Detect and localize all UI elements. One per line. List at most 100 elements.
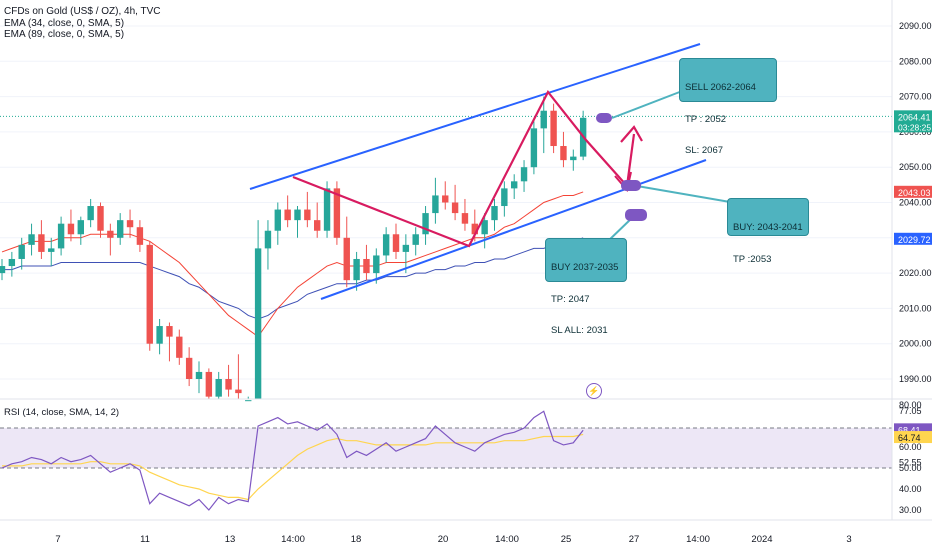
candle-body [18, 244, 25, 259]
sell-line-2: TP : 2052 [685, 113, 727, 125]
candle-body [491, 206, 498, 221]
candle-body [382, 234, 390, 256]
arrow-up-head [620, 125, 643, 143]
rsi-signal-label: 64.74 [898, 433, 921, 443]
buy1-pointer [636, 185, 731, 203]
ema-89-legend[interactable]: EMA (89, close, 0, SMA, 5) [4, 29, 125, 40]
candle-body [235, 389, 242, 394]
rsi-legend[interactable]: RSI (14, close, SMA, 14, 2) [4, 407, 120, 418]
price-label: 2029.72 [898, 235, 931, 245]
drawings [249, 43, 731, 300]
time-tick-label: 2024 [751, 534, 772, 545]
candle-body [274, 209, 281, 231]
rsi-tick-label: 77.05 [899, 406, 922, 416]
time-tick-label: 13 [225, 534, 236, 545]
candle-body [195, 371, 203, 379]
buy-callout-2[interactable]: BUY 2037-2035 TP: 2047 SL ALL: 2031 [545, 238, 627, 336]
candle-body [205, 371, 213, 397]
sell-pointer [611, 87, 691, 119]
pattern-path [292, 89, 628, 248]
buy1-marker [621, 180, 641, 191]
sell-callout[interactable]: SELL 2062-2064 TP : 2052 SL: 2067 [679, 58, 777, 156]
candle-body [481, 220, 488, 235]
candle-body [48, 248, 55, 252]
candle-body [176, 336, 183, 358]
time-tick-label: 14:00 [281, 534, 305, 545]
candle-body [550, 110, 557, 147]
price-tick-label: 2010.00 [899, 303, 932, 313]
time-tick-label: 25 [561, 534, 572, 545]
symbol-title[interactable]: CFDs on Gold (US$ / OZ), 4h, TVC [4, 6, 161, 17]
candle-body [185, 357, 193, 379]
ema-34-legend[interactable]: EMA (34, close, 0, SMA, 5) [4, 18, 125, 29]
time-tick-label: 14:00 [686, 534, 710, 545]
rsi-tick-label: 50.00 [899, 463, 922, 473]
time-tick-label: 3 [846, 534, 851, 545]
price-label: 2043.03 [898, 188, 931, 198]
price-tick-label: 2020.00 [899, 268, 932, 278]
rsi-tick-label: 30.00 [899, 505, 922, 515]
time-tick-label: 18 [351, 534, 362, 545]
time-tick-label: 20 [438, 534, 449, 545]
channel-bottom-line [320, 159, 707, 300]
arrow-up-stem [625, 133, 636, 187]
candle-body [225, 379, 232, 390]
ema-89-path [2, 237, 584, 320]
buy2-line-1: BUY 2037-2035 [551, 262, 619, 273]
candle-body [215, 379, 222, 397]
buy-callout-1[interactable]: BUY: 2043-2041 TP :2053 [727, 198, 809, 264]
candle-body [402, 244, 410, 252]
rsi-lines [1, 410, 584, 511]
candle-body [530, 128, 538, 168]
time-tick-label: 14:00 [495, 534, 519, 545]
candle-body [97, 206, 104, 231]
candle-body [107, 230, 114, 238]
ema-34-line [1, 191, 584, 338]
rsi-tick-label: 40.00 [899, 484, 922, 494]
candle-body [422, 213, 429, 235]
rsi-band [0, 428, 892, 468]
candle-body [560, 146, 567, 161]
sell-marker [596, 113, 612, 123]
price-tick-label: 1990.00 [899, 374, 932, 384]
candle-body [0, 266, 6, 274]
candle-body [432, 195, 439, 214]
rsi-levels [0, 427, 892, 469]
candle-body [471, 223, 478, 235]
countdown-label: 03:28:25 [898, 122, 931, 132]
rsi-current-label: 68.41 [898, 425, 921, 435]
candle-body [57, 223, 65, 249]
candle-body [294, 209, 301, 221]
rsi-signal-bg [894, 431, 932, 444]
candle-body [501, 188, 508, 207]
candle-body [146, 244, 153, 344]
candle-body [353, 258, 360, 281]
candle-body [136, 227, 144, 245]
candles [0, 96, 587, 402]
candle-body [38, 234, 45, 252]
candle-body [451, 202, 459, 214]
sell-line-3: SL: 2067 [685, 145, 724, 156]
price-tick-label: 2090.00 [899, 21, 932, 31]
candle-body [117, 220, 124, 238]
price-label-bg [894, 185, 932, 198]
price-tick-label: 2000.00 [899, 339, 932, 349]
flash-icon[interactable]: ⚡ [586, 383, 602, 399]
ema-34-path [1, 191, 584, 338]
candle-body [392, 234, 400, 252]
candle-body [156, 326, 163, 344]
ema-89-line [2, 237, 584, 320]
candle-body [520, 167, 528, 182]
buy2-line-3: SL ALL: 2031 [551, 325, 608, 336]
candle-body [264, 230, 272, 249]
candle-body [323, 188, 331, 231]
candle-body [570, 156, 577, 161]
time-tick-label: 7 [55, 534, 60, 545]
candle-body [28, 234, 35, 245]
rsi-tick-label: 80.00 [899, 400, 922, 410]
candle-body [166, 326, 173, 337]
candle-body [254, 248, 262, 399]
candle-body [363, 258, 370, 274]
price-label-bg [894, 110, 932, 133]
